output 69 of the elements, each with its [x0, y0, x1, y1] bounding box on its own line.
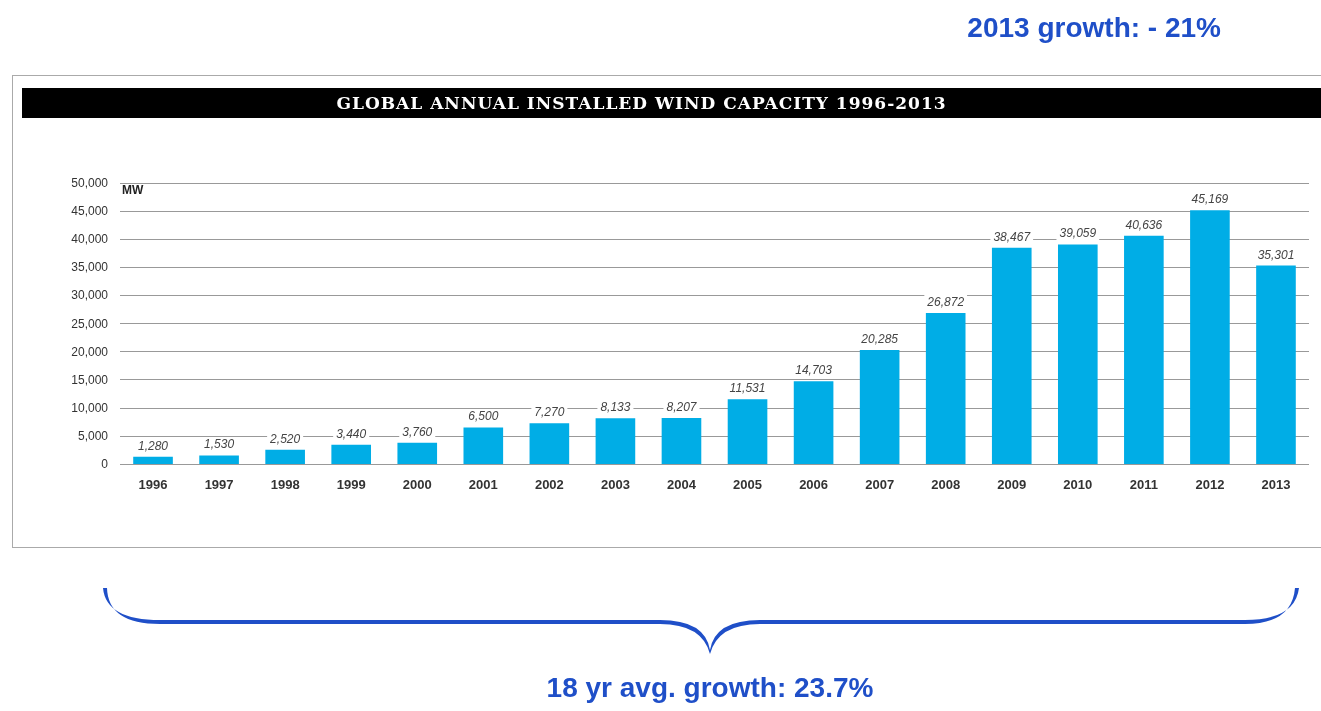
y-tick-label: 50,000 [71, 176, 109, 190]
x-tick-label: 2002 [534, 477, 564, 492]
bar [1190, 210, 1230, 464]
bar [1124, 235, 1164, 464]
data-label: 1,280 [138, 438, 169, 453]
bar [925, 312, 966, 464]
text: 18 yr avg. growth: 23.7% [546, 672, 874, 704]
bar [397, 442, 438, 464]
bar [859, 350, 900, 464]
y-tick-label: 45,000 [71, 204, 109, 219]
chart-title: GLOBAL ANNUAL INSTALLED WIND CAPACITY 1996-2013 [22, 88, 1321, 118]
data-label: 3,760 [402, 424, 433, 439]
x-tick-label: 2012 [1195, 477, 1225, 492]
bar [727, 399, 768, 464]
data-label: 1,530 [204, 437, 235, 452]
y-tick-label: 40,000 [71, 232, 109, 247]
y-tick-label: 35,000 [71, 260, 109, 275]
x-tick-label: 2010 [1063, 477, 1093, 492]
x-tick-label: 2000 [402, 477, 432, 492]
y-tick-label: 25,000 [71, 316, 109, 331]
data-label: 14,703 [795, 363, 833, 378]
text: 2013 growth: - 21% [967, 12, 1221, 44]
x-tick-label: 1996 [138, 477, 168, 492]
x-tick-label: 2009 [997, 477, 1027, 492]
x-tick-label: 2011 [1129, 477, 1158, 492]
x-tick-label: 2006 [799, 477, 829, 492]
bar [1057, 244, 1098, 464]
bar [991, 247, 1032, 464]
y-tick-label: 30,000 [71, 288, 109, 303]
x-tick-label: 2003 [600, 477, 630, 492]
data-label: 26,872 [926, 294, 965, 309]
data-label: 3,440 [336, 426, 367, 441]
bar [793, 381, 834, 464]
bar [529, 423, 570, 464]
y-tick-label: 20,000 [71, 344, 109, 359]
y-tick-label: 0 [101, 457, 109, 471]
y-axis-title: MW [122, 183, 144, 197]
data-label: 35,301 [1257, 247, 1295, 262]
data-label: 11,531 [729, 381, 766, 396]
bar [133, 456, 173, 464]
data-label: 6,500 [468, 409, 499, 424]
data-label: 8,207 [666, 399, 698, 414]
data-label: 39,059 [1059, 226, 1097, 241]
bar [199, 455, 239, 464]
data-label: 8,133 [600, 400, 631, 415]
data-label: 38,467 [993, 229, 1032, 244]
y-tick-label: 5,000 [77, 428, 109, 443]
bar [463, 427, 504, 464]
data-label: 20,285 [860, 332, 899, 346]
x-tick-label: 2001 [468, 477, 498, 492]
x-tick-label: 2005 [733, 477, 762, 492]
data-label: 45,169 [1191, 192, 1229, 207]
bar [265, 449, 305, 464]
bar [661, 417, 702, 464]
x-tick-label: 1998 [270, 477, 300, 492]
x-tick-label: 1997 [204, 477, 234, 492]
x-tick-label: 2004 [667, 477, 697, 492]
x-tick-label: 1999 [336, 477, 366, 492]
x-tick-label: 2013 [1261, 477, 1291, 492]
y-tick-label: 10,000 [71, 400, 109, 415]
y-tick-label: 15,000 [71, 372, 109, 387]
bar [331, 444, 372, 464]
data-label: 7,270 [534, 405, 565, 420]
x-tick-label: 2007 [865, 477, 895, 492]
data-label: 40,636 [1125, 217, 1163, 232]
data-label: 2,520 [269, 431, 301, 446]
bar [595, 418, 636, 464]
bar [1256, 265, 1296, 464]
x-tick-label: 2008 [931, 477, 961, 492]
